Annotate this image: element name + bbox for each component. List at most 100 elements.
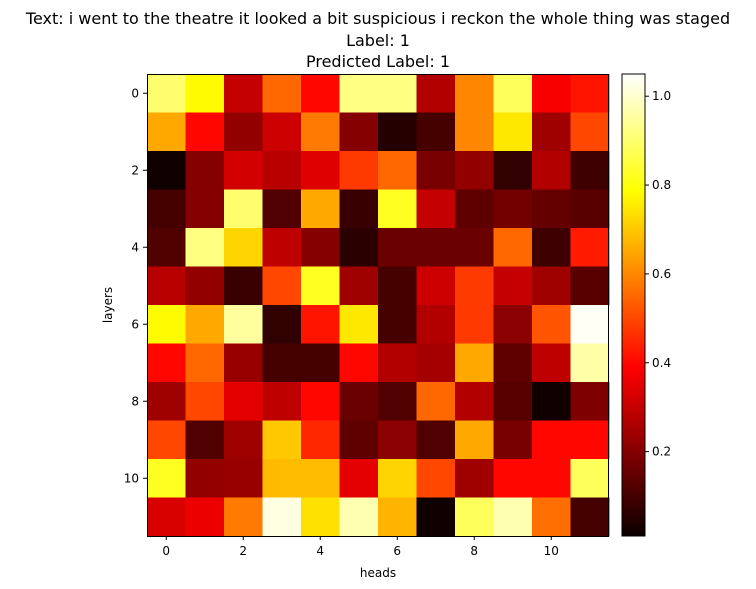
heatmap-cell: [262, 497, 302, 537]
heatmap-cell: [262, 151, 302, 190]
heatmap-cell: [301, 420, 340, 460]
heatmap-cell: [416, 382, 456, 421]
heatmap-cell: [493, 382, 533, 421]
heatmap-cell: [224, 343, 263, 383]
heatmap-cell: [224, 266, 263, 306]
heatmap-cell: [262, 112, 302, 152]
plot-frame: [147, 74, 609, 537]
heatmap-cell: [185, 497, 225, 537]
heatmap-cell: [378, 497, 417, 537]
chart-title-line-2: Label: 1: [346, 31, 410, 50]
heatmap-cell: [378, 382, 417, 421]
heatmap-cell: [455, 382, 494, 421]
heatmap-cell: [339, 305, 379, 344]
heatmap-cell: [224, 382, 263, 421]
heatmap-cell: [301, 305, 340, 344]
x-tick-label: 4: [316, 544, 324, 558]
heatmap-cell: [378, 266, 417, 306]
heatmap-cell: [147, 420, 186, 460]
heatmap-cell: [301, 228, 340, 267]
heatmap-cell: [147, 189, 186, 229]
heatmap-cell: [455, 151, 494, 190]
x-tick-label: 2: [239, 544, 247, 558]
x-tick-label: 6: [393, 544, 401, 558]
y-tick-label: 0: [131, 86, 139, 100]
heatmap-cell: [493, 189, 533, 229]
heatmap-cell: [532, 228, 571, 267]
heatmap-cell: [262, 459, 302, 498]
heatmap-cell: [570, 74, 610, 113]
heatmap-cell: [416, 74, 456, 113]
heatmap-cell: [455, 497, 494, 537]
heatmap-cell: [570, 189, 610, 229]
colorbar: [621, 73, 646, 537]
heatmap-cell: [147, 459, 186, 498]
heatmap-cell: [455, 420, 494, 460]
heatmap-cell: [339, 74, 379, 113]
heatmap-cell: [532, 459, 571, 498]
heatmap-cell: [378, 189, 417, 229]
heatmap-cell: [224, 497, 263, 537]
heatmap-cell: [147, 305, 186, 344]
heatmap-cell: [339, 497, 379, 537]
x-tick-label: 8: [470, 544, 478, 558]
heatmap-cell: [262, 420, 302, 460]
heatmap-cell: [416, 497, 456, 537]
heatmap-cell: [493, 112, 533, 152]
heatmap-cell: [147, 266, 186, 306]
heatmap-cell: [532, 266, 571, 306]
heatmap-cell: [147, 228, 186, 267]
heatmap-cell: [532, 151, 571, 190]
y-axis-label: layers: [101, 287, 115, 323]
y-tick-label: 8: [131, 394, 139, 408]
heatmap-cell: [416, 343, 456, 383]
heatmap-cell: [416, 266, 456, 306]
heatmap-cell: [339, 459, 379, 498]
heatmap-cell: [455, 112, 494, 152]
heatmap-cell: [339, 343, 379, 383]
heatmap-cell: [532, 420, 571, 460]
heatmap-cell: [493, 151, 533, 190]
heatmap-cell: [262, 189, 302, 229]
heatmap-cell: [532, 189, 571, 229]
heatmap-cell: [224, 420, 263, 460]
heatmap-cell: [493, 228, 533, 267]
heatmap-cell: [416, 305, 456, 344]
heatmap-cell: [570, 459, 610, 498]
heatmap-cell: [416, 189, 456, 229]
heatmap-cell: [224, 112, 263, 152]
colorbar-ticks: 0.2 0.4 0.6 0.8 1.0: [645, 89, 671, 459]
y-tick-label: 2: [131, 163, 139, 177]
heatmap-cell: [262, 74, 302, 113]
heatmap-cell: [147, 151, 186, 190]
heatmap-cell: [185, 305, 225, 344]
heatmap-cell: [570, 305, 610, 344]
heatmap-cell: [416, 112, 456, 152]
heatmap-cell: [224, 151, 263, 190]
heatmap-cell: [455, 459, 494, 498]
x-tick-label: 0: [162, 544, 170, 558]
heatmap-cell: [532, 343, 571, 383]
chart-title-line-3: Predicted Label: 1: [305, 52, 450, 71]
heatmap-cell: [570, 382, 610, 421]
heatmap-cell: [493, 74, 533, 113]
heatmap-cell: [339, 228, 379, 267]
heatmap-cell: [493, 343, 533, 383]
heatmap-cell: [301, 112, 340, 152]
heatmap-cell: [185, 382, 225, 421]
heatmap-cell: [570, 112, 610, 152]
heatmap-cell: [301, 266, 340, 306]
heatmap-cell: [416, 151, 456, 190]
heatmap-cell: [147, 497, 186, 537]
heatmap-cell: [570, 228, 610, 267]
heatmap-cell: [532, 497, 571, 537]
heatmap-cell: [185, 151, 225, 190]
heatmap-cell: [224, 228, 263, 267]
heatmap-cell: [339, 151, 379, 190]
colorbar-tick-label: 0.6: [652, 267, 671, 281]
colorbar-tick-label: 1.0: [652, 89, 671, 103]
x-tick-label: 10: [544, 544, 559, 558]
heatmap-cell: [301, 343, 340, 383]
heatmap-cell: [262, 228, 302, 267]
heatmap-cell: [378, 459, 417, 498]
